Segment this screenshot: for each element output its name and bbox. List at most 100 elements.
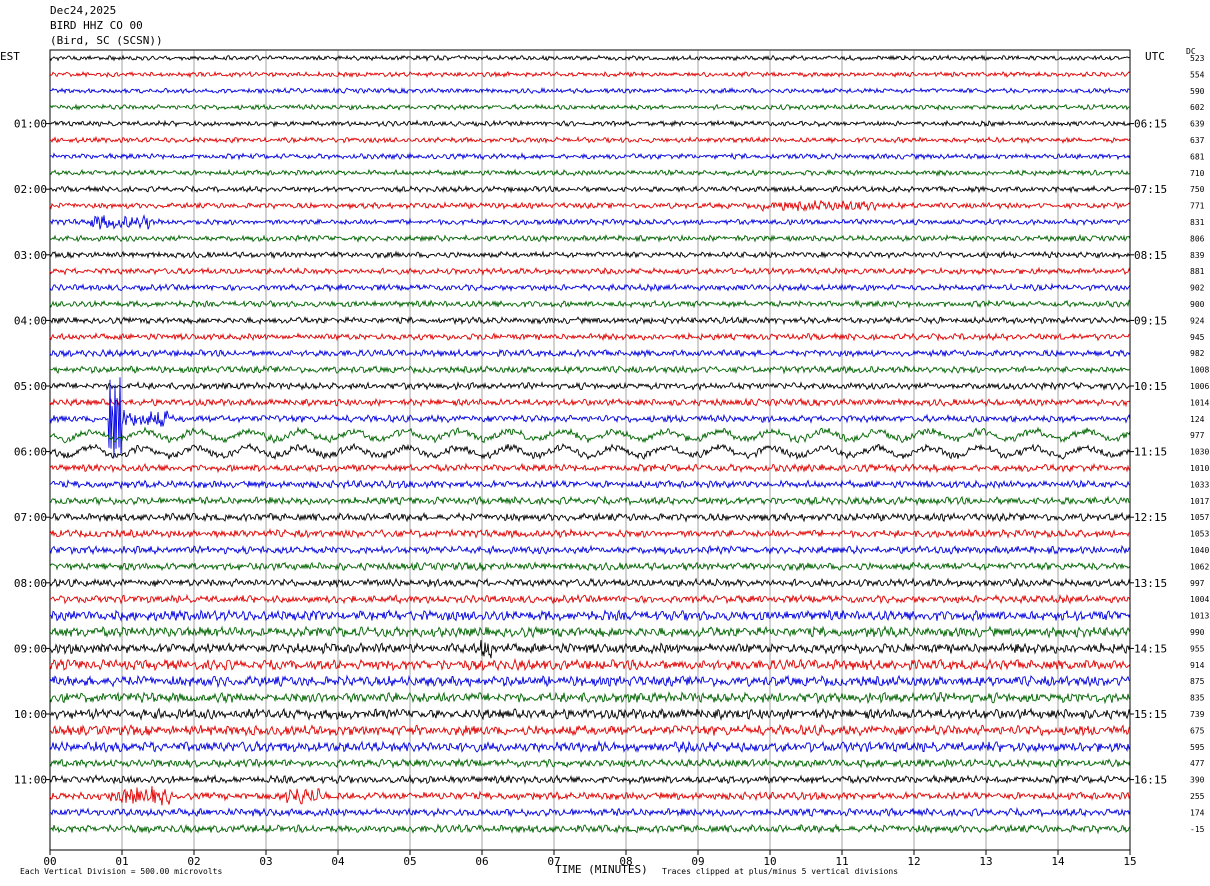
trace-line — [49, 707, 1131, 721]
dc-offset-label: 1010 — [1190, 464, 1209, 473]
trace-line — [49, 70, 1131, 79]
dc-offset-label: 124 — [1190, 415, 1205, 424]
dc-offset-label: 902 — [1190, 284, 1205, 293]
dc-offset-label: 831 — [1190, 218, 1205, 227]
trace-line — [49, 657, 1131, 672]
dc-offset-label: 955 — [1190, 644, 1205, 653]
trace-line — [49, 151, 1131, 161]
dc-title: DC — [1186, 47, 1196, 56]
trace-line — [49, 462, 1131, 474]
trace-line — [49, 442, 1131, 461]
dc-offset-label: 881 — [1190, 267, 1205, 276]
x-tick-label: 10 — [763, 855, 776, 868]
trace-line — [49, 823, 1131, 835]
dc-offset-label: 1062 — [1190, 562, 1209, 571]
utc-hour-label: 15:15 — [1134, 708, 1167, 721]
utc-hour-label: 14:15 — [1134, 642, 1167, 655]
dc-offset-label: 806 — [1190, 234, 1205, 243]
dc-offset-label: 1017 — [1190, 497, 1209, 506]
trace-line — [49, 495, 1131, 507]
est-hour-label: 11:00 — [14, 774, 47, 787]
dc-offset-label: 1006 — [1190, 382, 1209, 391]
trace-line — [49, 757, 1131, 769]
trace-line — [49, 674, 1131, 689]
x-tick-label: 15 — [1123, 855, 1136, 868]
trace-line — [49, 625, 1131, 639]
utc-hour-label: 16:15 — [1134, 774, 1167, 787]
dc-offset-label: 1040 — [1190, 546, 1209, 555]
utc-hour-label: 09:15 — [1134, 314, 1167, 327]
dc-offset-label: 595 — [1190, 743, 1205, 752]
est-hour-label: 01:00 — [14, 118, 47, 131]
est-hour-label: 08:00 — [14, 577, 47, 590]
trace-line — [49, 577, 1131, 589]
x-tick-label: 00 — [43, 855, 56, 868]
est-hour-label: 05:00 — [14, 380, 47, 393]
utc-hour-label: 13:15 — [1134, 577, 1167, 590]
utc-hour-label: 10:15 — [1134, 380, 1167, 393]
dc-offset-label: 990 — [1190, 628, 1205, 637]
x-tick-label: 04 — [331, 855, 345, 868]
dc-offset-label: 390 — [1190, 776, 1205, 785]
trace-line — [49, 266, 1131, 276]
utc-hour-label: 06:15 — [1134, 118, 1167, 131]
clip-note: Traces clipped at plus/minus 5 vertical … — [662, 867, 899, 876]
dc-offset-label: 977 — [1190, 431, 1205, 440]
dc-offset-label: 1013 — [1190, 612, 1209, 621]
trace-line — [49, 608, 1131, 622]
x-tick-label: 06 — [475, 855, 488, 868]
trace-line — [49, 593, 1131, 605]
trace-line — [49, 511, 1131, 523]
dc-offset-label: 914 — [1190, 661, 1205, 670]
dc-offset-label: 839 — [1190, 251, 1205, 260]
scale-note: Each Vertical Division = 500.00 microvol… — [20, 867, 223, 876]
location-label: (Bird, SC (SCSN)) — [50, 34, 163, 47]
est-axis-title: EST — [0, 50, 20, 63]
x-tick-label: 12 — [907, 855, 920, 868]
x-tick-label: 13 — [979, 855, 992, 868]
dc-offset-label: 739 — [1190, 710, 1205, 719]
dc-offset-label: 1008 — [1190, 366, 1209, 375]
dc-offset-label: 1053 — [1190, 530, 1209, 539]
dc-offset-label: 675 — [1190, 726, 1205, 735]
dc-offset-label: 900 — [1190, 300, 1205, 309]
trace-line — [49, 315, 1131, 326]
dc-offset-label: 710 — [1190, 169, 1205, 178]
dc-offset-label: 771 — [1190, 202, 1205, 211]
dc-offset-label: 750 — [1190, 185, 1205, 194]
trace-line — [49, 774, 1131, 786]
dc-offset-label: 1014 — [1190, 398, 1209, 407]
utc-axis-title: UTC — [1145, 50, 1165, 63]
trace-line — [49, 184, 1131, 194]
trace-line — [49, 199, 1131, 212]
trace-line — [49, 806, 1131, 818]
x-tick-label: 08 — [619, 855, 632, 868]
trace-line — [49, 640, 1131, 659]
x-tick-label: 01 — [115, 855, 128, 868]
trace-line — [49, 331, 1131, 342]
trace-line — [49, 54, 1131, 62]
est-hour-label: 09:00 — [14, 642, 47, 655]
dc-offset-label: -15 — [1190, 825, 1205, 834]
trace-line — [49, 299, 1131, 309]
x-tick-label: 03 — [259, 855, 272, 868]
date-label: Dec24,2025 — [50, 4, 117, 17]
trace-line — [49, 723, 1131, 737]
est-hour-label: 02:00 — [14, 183, 47, 196]
dc-offset-label: 255 — [1190, 792, 1205, 801]
trace-line — [49, 479, 1131, 490]
dc-offset-label: 523 — [1190, 54, 1205, 63]
utc-hour-label: 12:15 — [1134, 511, 1167, 524]
trace-line — [49, 561, 1131, 572]
dc-offset-label: 875 — [1190, 677, 1205, 686]
dc-offset-label: 924 — [1190, 316, 1205, 325]
trace-line — [49, 397, 1131, 408]
trace-line — [49, 528, 1131, 539]
x-tick-label: 09 — [691, 855, 704, 868]
trace-line — [49, 381, 1131, 391]
dc-offset-label: 554 — [1190, 70, 1205, 79]
trace-line — [49, 691, 1131, 705]
est-hour-label: 04:00 — [14, 314, 47, 327]
dc-offset-label: 982 — [1190, 349, 1205, 358]
